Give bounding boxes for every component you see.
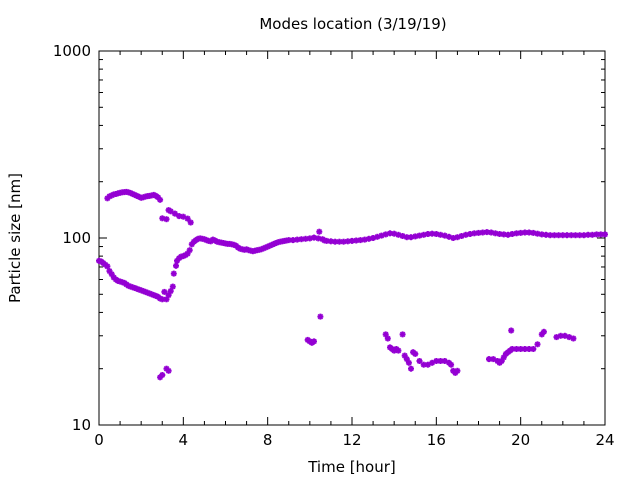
- data-point: [167, 208, 174, 215]
- x-tick-label: 4: [179, 431, 189, 449]
- data-point: [316, 228, 323, 235]
- data-point: [344, 238, 351, 245]
- data-point: [311, 338, 317, 345]
- data-point: [471, 230, 478, 237]
- data-point: [186, 247, 193, 254]
- chart-title: Modes location (3/19/19): [259, 15, 446, 33]
- data-point: [530, 346, 537, 352]
- data-point: [570, 335, 577, 342]
- data-point: [399, 331, 406, 338]
- data-point: [184, 215, 191, 222]
- data-points: [96, 188, 608, 381]
- data-point: [327, 238, 334, 245]
- data-point: [187, 219, 194, 226]
- data-point: [163, 216, 170, 223]
- x-axis-label: Time [hour]: [307, 458, 396, 476]
- data-point: [597, 231, 604, 238]
- y-tick-label: 100: [62, 229, 91, 247]
- data-point: [349, 237, 355, 244]
- data-point: [167, 288, 174, 295]
- data-point: [370, 235, 377, 241]
- data-point: [317, 313, 324, 320]
- data-point: [576, 232, 583, 239]
- data-point: [602, 231, 608, 238]
- x-tick-label: 8: [263, 431, 273, 449]
- data-point: [540, 328, 547, 335]
- data-point: [492, 230, 499, 237]
- data-point: [384, 335, 391, 342]
- x-axis-ticks: 0 4 8 12 16 20 24: [94, 51, 615, 449]
- data-point: [534, 341, 541, 348]
- data-point: [526, 229, 533, 236]
- data-point: [416, 358, 423, 364]
- x-tick-label: 20: [511, 431, 530, 449]
- data-point: [395, 347, 402, 354]
- data-point: [104, 263, 111, 270]
- data-point: [382, 231, 389, 238]
- data-point: [171, 210, 178, 217]
- data-point: [412, 350, 419, 357]
- data-point: [429, 230, 436, 237]
- x-tick-label: 0: [94, 431, 104, 449]
- x-tick-label: 24: [595, 431, 614, 449]
- y-axis-label: Particle size [nm]: [6, 173, 24, 303]
- y-tick-label: 10: [72, 416, 91, 434]
- x-tick-label: 12: [342, 431, 361, 449]
- data-point: [405, 359, 412, 366]
- data-point: [508, 327, 515, 334]
- data-point: [285, 237, 292, 244]
- data-point: [165, 367, 172, 374]
- data-point: [585, 231, 592, 238]
- y-tick-label: 1000: [53, 42, 91, 60]
- y-axis-ticks: 10 100 1000: [53, 42, 605, 434]
- data-point: [159, 372, 166, 378]
- data-point: [294, 236, 301, 243]
- data-point: [332, 238, 339, 245]
- data-point: [448, 361, 455, 368]
- data-point: [157, 196, 164, 203]
- data-point: [161, 288, 168, 295]
- data-point: [170, 270, 177, 277]
- data-point: [302, 235, 309, 242]
- data-point: [521, 229, 528, 236]
- data-point: [408, 365, 414, 372]
- x-tick-label: 16: [427, 431, 446, 449]
- data-point: [454, 367, 461, 374]
- data-point: [479, 229, 486, 236]
- y-minor-ticks: [99, 59, 605, 370]
- data-point: [169, 283, 176, 290]
